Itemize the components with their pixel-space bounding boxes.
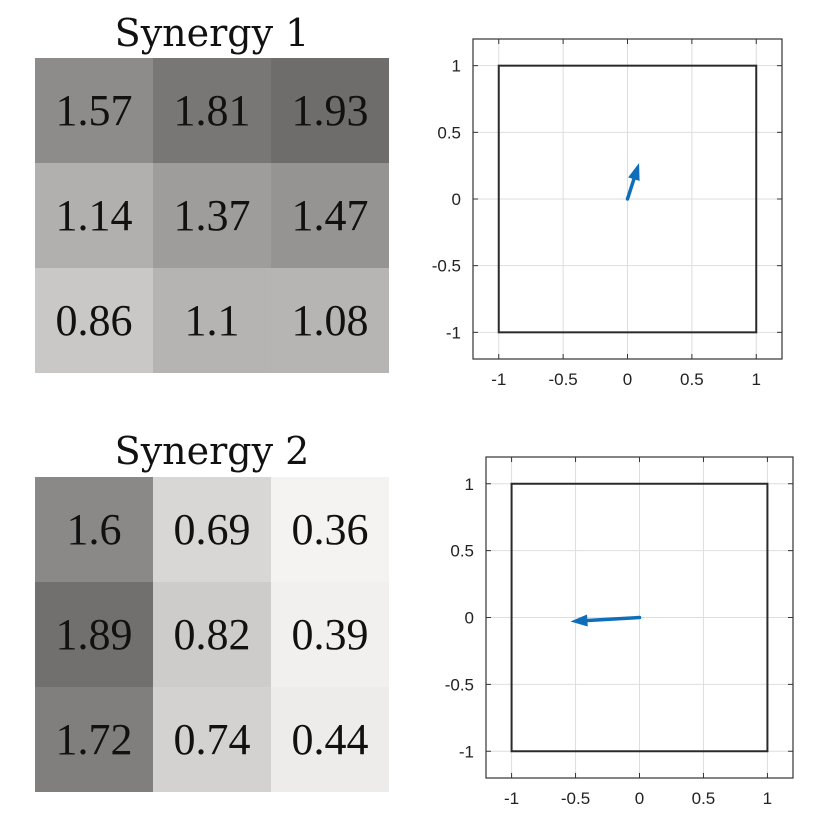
y-tick-label: 1 [465, 475, 474, 494]
heatmap-cell: 0.86 [35, 268, 153, 373]
unit-square [497, 64, 758, 334]
y-tick-label: -1 [446, 323, 461, 342]
x-tick-label: 1 [752, 370, 761, 389]
y-tick-label: 0.5 [437, 123, 461, 142]
y-tick-label: 0.5 [450, 542, 474, 561]
vector-arrow-head [570, 614, 588, 627]
vector-arrow-shaft [585, 615, 642, 623]
heatmap-cell: 1.08 [271, 268, 389, 373]
heatmap-cell: 1.81 [153, 58, 271, 163]
unit-square [510, 482, 769, 753]
x-tick-label: -1 [504, 789, 519, 808]
heatmap-cell: 1.1 [153, 268, 271, 373]
synergy-1-title: Synergy 1 [114, 11, 310, 55]
heatmap-cell: 0.39 [271, 582, 389, 687]
synergy-2-heatmap: 1.6 0.69 0.36 1.89 0.82 0.39 1.72 0.74 0.44 [35, 477, 389, 792]
heatmap-cell: 1.47 [271, 163, 389, 268]
synergy-1-heatmap: 1.57 1.81 1.93 1.14 1.37 1.47 0.86 1.1 1.08 [35, 58, 389, 373]
heatmap-cell: 0.44 [271, 687, 389, 792]
heatmap-cell: 0.74 [153, 687, 271, 792]
y-tick-label: -1 [459, 742, 474, 761]
vector-arrow-shaft [625, 177, 636, 201]
y-tick-label: -0.5 [432, 257, 461, 276]
x-tick-label: 0.5 [692, 789, 716, 808]
heatmap-cell: 0.82 [153, 582, 271, 687]
heatmap-cell: 1.37 [153, 163, 271, 268]
x-tick-label: 0.5 [680, 370, 704, 389]
heatmap-cell: 1.89 [35, 582, 153, 687]
heatmap-cell: 1.6 [35, 477, 153, 582]
x-tick-label: -1 [491, 370, 506, 389]
heatmap-cell: 0.36 [271, 477, 389, 582]
x-tick-label: -0.5 [561, 789, 590, 808]
y-tick-label: 0 [465, 609, 474, 628]
x-tick-label: 0 [623, 370, 632, 389]
heatmap-cell: 1.72 [35, 687, 153, 792]
heatmap-cell: 1.93 [271, 58, 389, 163]
x-tick-label: 1 [763, 789, 772, 808]
heatmap-cell: 1.57 [35, 58, 153, 163]
x-tick-label: 0 [635, 789, 644, 808]
heatmap-cell: 1.14 [35, 163, 153, 268]
heatmap-cell: 0.69 [153, 477, 271, 582]
y-tick-label: -0.5 [445, 675, 474, 694]
vector-arrow-head [628, 163, 640, 182]
y-tick-label: 1 [452, 57, 461, 76]
x-tick-label: -0.5 [548, 370, 577, 389]
synergy-2-title: Synergy 2 [114, 429, 310, 473]
y-tick-label: 0 [452, 190, 461, 209]
